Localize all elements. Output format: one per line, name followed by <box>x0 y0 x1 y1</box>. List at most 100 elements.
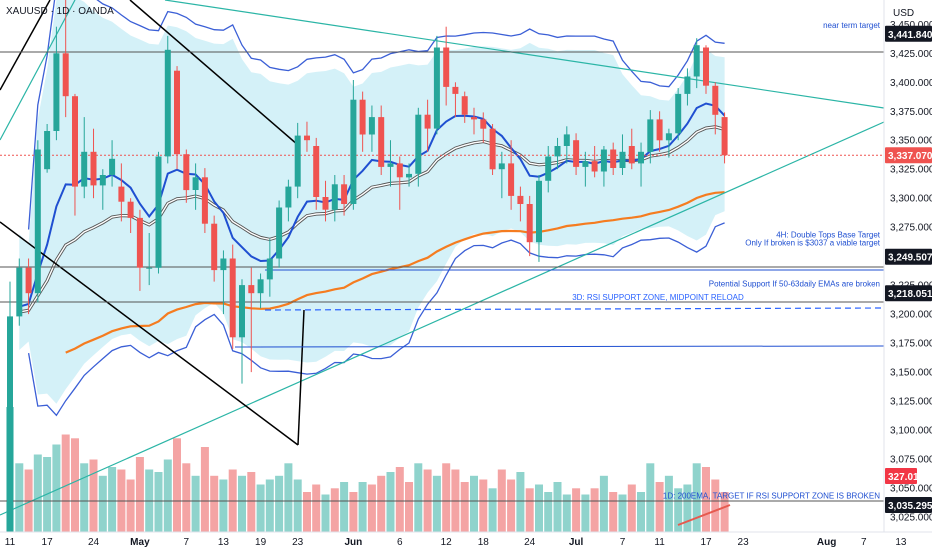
volume-bar <box>664 475 673 533</box>
candle-body <box>220 258 227 271</box>
time-tick-label: Aug <box>817 537 836 548</box>
upper-band-line <box>27 0 725 230</box>
volume-bar <box>405 482 413 532</box>
candle-body <box>350 99 357 204</box>
price-tag-label: 3,441.840 <box>888 30 932 41</box>
candle-body <box>248 285 255 294</box>
volume-bar <box>200 447 209 532</box>
volume-bar <box>284 463 293 533</box>
annotation-label: 4H: Double Tops Base Target <box>776 231 881 240</box>
volume-bar <box>702 467 710 532</box>
time-tick-label: 19 <box>255 537 267 548</box>
volume-bar <box>238 475 246 533</box>
candle-body <box>591 161 598 172</box>
volume-bar <box>126 479 135 532</box>
volume-bar <box>562 494 571 532</box>
price-tick-label: 3,075.000 <box>890 455 932 466</box>
candle-body <box>628 146 635 164</box>
volume-bar <box>488 488 497 533</box>
price-tag-box <box>885 285 932 302</box>
volume-bar <box>321 494 330 532</box>
volume-bar <box>173 438 181 533</box>
volume-bar <box>637 492 645 532</box>
volume-bar <box>154 472 163 532</box>
candle-body <box>498 163 505 170</box>
price-tick-label: 3,350.000 <box>890 136 932 147</box>
candle-body <box>257 279 264 294</box>
candle-body <box>155 156 162 268</box>
time-axis[interactable]: 11 17 24 May 7 13 19 23 Jun 6 12 18 24 Jul 7 11 17 23 Aug 7… <box>0 531 932 550</box>
volume-bar <box>470 475 478 533</box>
price-tick-label: 3,450.000 <box>890 20 932 31</box>
candle-body <box>703 47 709 86</box>
candle-body <box>136 217 143 268</box>
price-tick-label: 3,025.000 <box>890 512 932 523</box>
symbol-title[interactable]: XAUUSD · 1D · OANDA <box>6 6 114 17</box>
candle-body <box>508 163 515 196</box>
currency-label[interactable]: USD <box>893 8 914 19</box>
volume-bar <box>720 492 729 532</box>
mid-support-level <box>234 345 885 348</box>
candle-body <box>44 131 51 170</box>
candle-body <box>387 163 394 167</box>
annotation-label: 3D: RSI SUPPORT ZONE, MIDPOINT RELOAD <box>572 293 744 302</box>
time-tick-label: 24 <box>524 537 536 548</box>
price-tag-box <box>885 25 932 42</box>
volume-bar <box>61 434 70 532</box>
price-axis-background <box>884 0 932 550</box>
price-tick-label: 3,375.000 <box>890 107 932 118</box>
candle-body <box>526 204 533 243</box>
time-tick-label: 17 <box>42 537 54 548</box>
candle-body <box>471 117 477 120</box>
candle-body <box>675 93 682 134</box>
volume-bar <box>219 479 228 532</box>
volume-bar <box>590 488 599 533</box>
volume-tag-box <box>885 468 917 484</box>
candle-body <box>90 151 97 186</box>
volume-bar <box>163 459 172 532</box>
candle-body <box>554 146 561 157</box>
time-tick-label: Jun <box>345 537 363 548</box>
candle-body <box>7 316 13 535</box>
price-tick-label: 3,325.000 <box>890 165 932 176</box>
volume-bar <box>618 494 627 532</box>
volume-bar <box>182 463 191 533</box>
candle-body <box>461 96 468 115</box>
time-tick-label: 24 <box>88 537 100 548</box>
candle-body <box>656 119 663 141</box>
candle-body <box>600 149 607 172</box>
time-tick-label: 7 <box>184 537 190 548</box>
volume-tag-label: 327.01K <box>888 472 927 483</box>
rsi-support-zone-line <box>264 307 885 311</box>
candle-body <box>118 186 125 202</box>
volume-bar <box>89 459 98 532</box>
volume-bar <box>479 479 488 532</box>
candle-body <box>536 180 542 243</box>
time-tick-label: 6 <box>397 537 403 548</box>
volume-bar <box>627 484 636 532</box>
candle-body <box>610 149 617 168</box>
candles-layer <box>7 0 728 544</box>
volume-bar <box>655 482 664 532</box>
volume-bar <box>33 454 42 532</box>
time-tick-label: 23 <box>292 537 304 548</box>
candle-body <box>53 53 60 131</box>
candle-body <box>229 258 236 338</box>
price-tick-label: 3,125.000 <box>890 397 932 408</box>
volume-bar <box>442 463 451 533</box>
volume-bar <box>432 475 441 533</box>
volume-bar <box>599 475 608 533</box>
candle-body <box>684 76 691 94</box>
bollinger-cloud <box>19 0 725 404</box>
annotations-layer: near term target 4H: Double Tops Base Tar… <box>572 21 881 501</box>
candle-body <box>517 195 524 204</box>
volume-bar <box>15 463 24 533</box>
ema-blue-line <box>19 102 726 308</box>
time-tick-label: 12 <box>441 537 453 548</box>
price-axis[interactable]: 3,025.000 3,050.000 3,075.000 3,100.000 3,12… <box>883 0 932 550</box>
candle-body <box>62 53 69 97</box>
ema200-short-line <box>677 504 731 526</box>
candle-body <box>406 173 412 178</box>
